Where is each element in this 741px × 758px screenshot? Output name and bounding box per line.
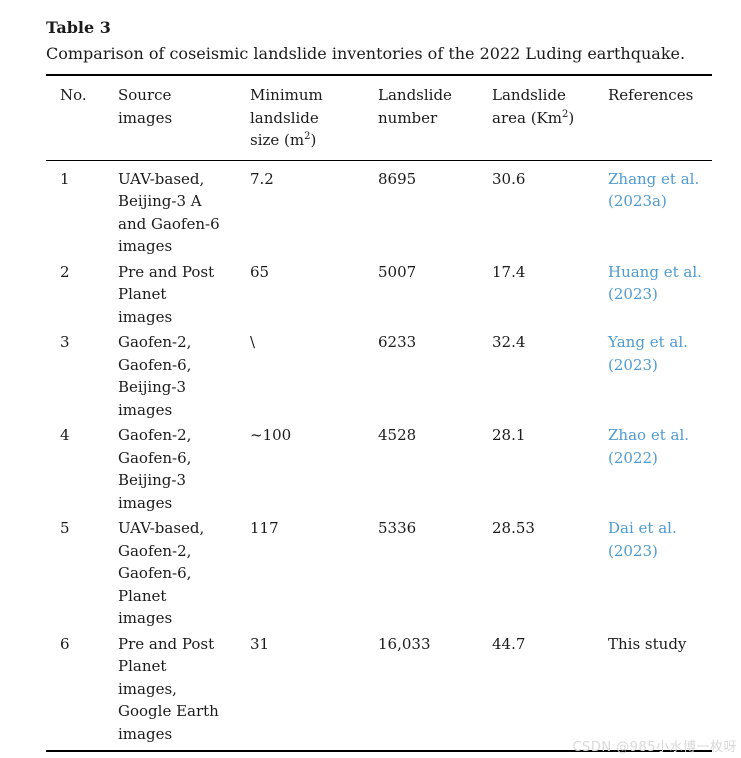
cell-min-size: 31 [250,634,270,653]
cell-source-images: UAV-based, Beijing-3 A and Gaofen-6 imag… [118,169,220,256]
table-row: 5 UAV-based, Gaofen-2, Gaofen-6, Planet … [46,514,712,630]
table-caption: Comparison of coseismic landslide invent… [46,44,686,63]
reference-link[interactable]: Zhao et al. (2022) [608,426,690,467]
cell-reference: Yang et al. (2023) [608,328,712,421]
cell-no: 6 [60,634,70,653]
table-row: 3 Gaofen-2, Gaofen-6, Beijing-3 images \… [46,328,712,421]
cell-landslide-number: 8695 [378,169,417,188]
column-header-landslide-number: Landslide number [378,75,492,161]
cell-min-size: \ [250,333,256,351]
cell-no: 2 [60,262,70,281]
cell-landslide-number: 5336 [378,519,417,537]
column-header-landslide-area: Landslide area (Km2) [492,75,608,161]
cell-source-images: UAV-based, Gaofen-2, Gaofen-6, Planet im… [118,519,205,627]
table-row: 2 Pre and Post Planet images 65 5007 17.… [46,258,712,329]
cell-source-images: Gaofen-2, Gaofen-6, Beijing-3 images [118,426,192,512]
cell-reference: Zhang et al. (2023a) [608,160,712,258]
cell-landslide-area: 17.4 [492,262,526,281]
superscript-2: 2 [304,131,311,142]
superscript-2: 2 [561,108,569,120]
column-header-no: No. [46,75,118,161]
cell-landslide-number: 6233 [378,333,417,351]
table-row: 4 Gaofen-2, Gaofen-6, Beijing-3 images ~… [46,421,712,514]
cell-no: 3 [60,333,70,351]
cell-min-size: ~100 [250,426,292,444]
cell-landslide-area: 44.7 [492,634,526,653]
cell-landslide-area: 32.4 [492,333,526,351]
reference-link[interactable]: Huang et al. (2023) [608,262,702,304]
cell-reference: Dai et al. (2023) [608,514,712,630]
cell-landslide-number: 5007 [378,262,417,281]
cell-source-images: Pre and Post Planet images [118,262,215,326]
cell-reference: Zhao et al. (2022) [608,421,712,514]
column-header-source-images: Source images [118,75,250,161]
table-row: 6 Pre and Post Planet images, Google Ear… [46,630,712,752]
cell-landslide-area: 30.6 [492,169,526,188]
cell-no: 4 [60,426,70,444]
cell-no: 5 [60,519,70,537]
cell-landslide-area: 28.53 [492,519,535,537]
reference-link[interactable]: Dai et al. (2023) [608,519,677,560]
cell-no: 1 [60,169,70,188]
table-title: Table 3 [46,18,111,37]
cell-landslide-number: 16,033 [378,634,431,653]
column-header-minimum-landslide-size: Minimum landslide size (m2) [250,75,378,161]
cell-min-size: 7.2 [250,169,274,188]
cell-source-images: Gaofen-2, Gaofen-6, Beijing-3 images [118,333,192,419]
cell-reference: Huang et al. (2023) [608,258,712,329]
table-row: 1 UAV-based, Beijing-3 A and Gaofen-6 im… [46,160,712,258]
reference-text: This study [608,634,687,653]
cell-min-size: 117 [250,519,279,537]
reference-link[interactable]: Zhang et al. (2023a) [608,169,700,211]
cell-landslide-area: 28.1 [492,426,526,444]
cell-source-images: Pre and Post Planet images, Google Earth… [118,634,219,743]
cell-landslide-number: 4528 [378,426,417,444]
reference-link[interactable]: Yang et al. (2023) [608,333,688,374]
csdn-watermark: CSDN @985小水博一枚呀 [572,740,737,755]
cell-reference: This study [608,630,712,752]
cell-min-size: 65 [250,262,270,281]
column-header-references: References [608,75,712,161]
landslide-inventory-table: No. Source images Minimum landslide size… [46,74,712,752]
table-header-row: No. Source images Minimum landslide size… [46,75,712,161]
